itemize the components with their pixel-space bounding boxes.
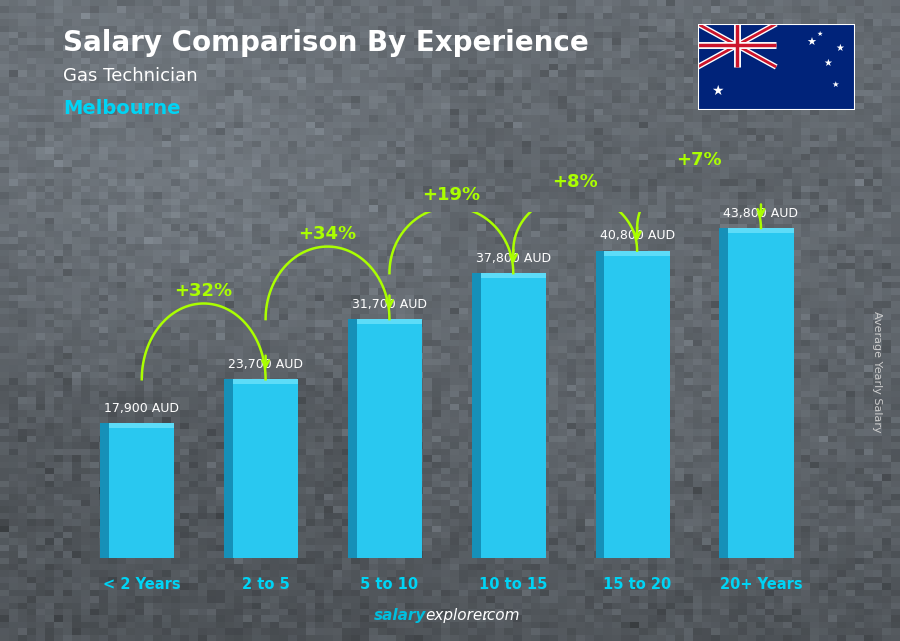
Bar xyxy=(596,251,605,558)
Bar xyxy=(605,251,670,558)
Bar xyxy=(109,423,175,428)
Text: 23,700 AUD: 23,700 AUD xyxy=(228,358,303,371)
Text: 17,900 AUD: 17,900 AUD xyxy=(104,402,179,415)
Text: ★: ★ xyxy=(806,38,816,48)
Text: ★: ★ xyxy=(835,43,843,53)
Text: +19%: +19% xyxy=(422,186,481,204)
Bar xyxy=(109,423,175,558)
Bar xyxy=(605,251,670,256)
Text: 31,700 AUD: 31,700 AUD xyxy=(352,298,427,311)
Bar xyxy=(472,273,481,558)
Text: +32%: +32% xyxy=(175,282,233,300)
Text: 40,800 AUD: 40,800 AUD xyxy=(599,229,675,242)
Text: +8%: +8% xyxy=(553,173,599,191)
Bar xyxy=(233,379,298,384)
Bar xyxy=(356,319,422,558)
Text: 20+ Years: 20+ Years xyxy=(720,578,802,592)
Bar xyxy=(481,273,546,278)
Text: 10 to 15: 10 to 15 xyxy=(479,578,547,592)
Bar xyxy=(356,319,422,324)
Bar xyxy=(100,423,109,558)
Text: < 2 Years: < 2 Years xyxy=(103,578,181,592)
Text: 43,800 AUD: 43,800 AUD xyxy=(724,207,798,220)
Text: +34%: +34% xyxy=(299,225,356,244)
Bar xyxy=(728,228,794,233)
Text: 37,800 AUD: 37,800 AUD xyxy=(476,252,551,265)
Text: salary: salary xyxy=(374,608,426,623)
Text: explorer: explorer xyxy=(426,608,490,623)
Bar xyxy=(233,379,298,558)
Text: ★: ★ xyxy=(832,79,839,89)
Text: 5 to 10: 5 to 10 xyxy=(360,578,418,592)
Text: 15 to 20: 15 to 20 xyxy=(603,578,671,592)
Text: ★: ★ xyxy=(824,58,832,68)
Bar xyxy=(347,319,356,558)
Bar xyxy=(728,228,794,558)
Text: ★: ★ xyxy=(816,31,823,37)
Text: Average Yearly Salary: Average Yearly Salary xyxy=(872,311,883,433)
Text: 2 to 5: 2 to 5 xyxy=(242,578,290,592)
Text: ★: ★ xyxy=(711,84,724,98)
Text: Melbourne: Melbourne xyxy=(63,99,181,119)
Text: Gas Technician: Gas Technician xyxy=(63,67,198,85)
Bar xyxy=(481,273,546,558)
Text: Salary Comparison By Experience: Salary Comparison By Experience xyxy=(63,29,589,57)
Text: +7%: +7% xyxy=(676,151,722,169)
Bar xyxy=(224,379,233,558)
Bar xyxy=(719,228,728,558)
Text: .com: .com xyxy=(482,608,520,623)
